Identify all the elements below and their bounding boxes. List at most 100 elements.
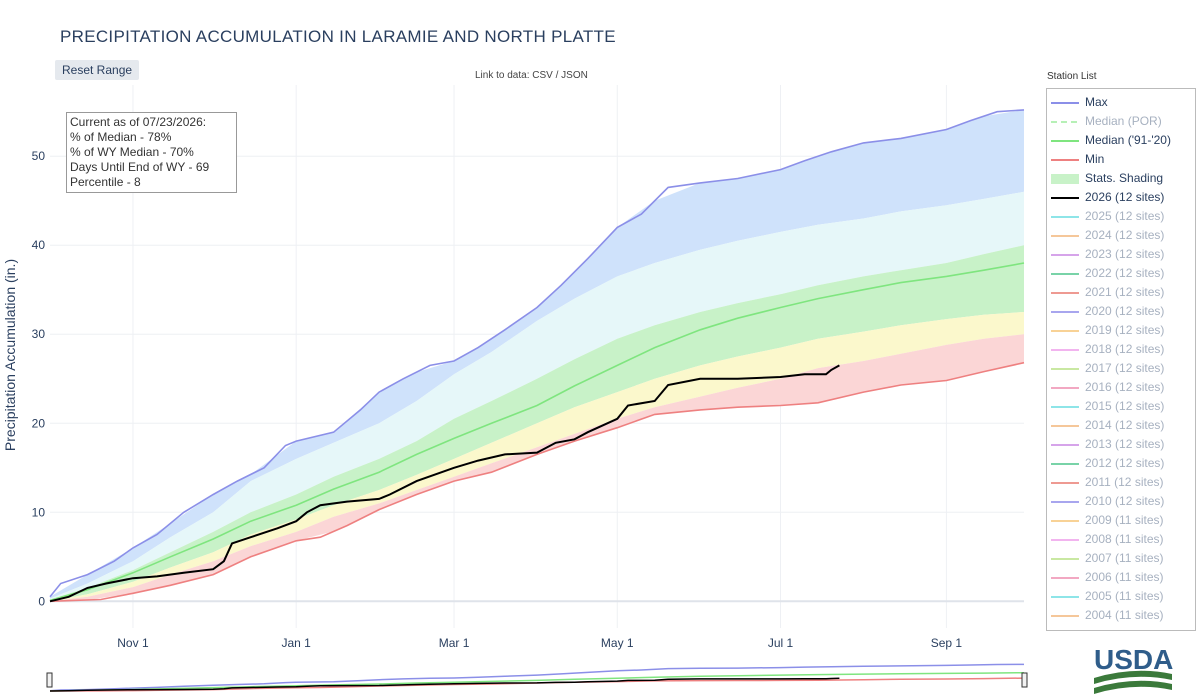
x-tick-label: Mar 1 — [439, 636, 470, 650]
legend-item[interactable]: 2019 (12 sites) — [1047, 321, 1195, 340]
line-layer — [49, 109, 1025, 603]
legend-swatch — [1051, 273, 1079, 275]
legend-label: 2017 (12 sites) — [1085, 361, 1165, 375]
legend-item[interactable]: Median (POR) — [1047, 112, 1195, 131]
legend-swatch — [1051, 463, 1079, 465]
y-tick-label: 0 — [38, 594, 45, 608]
series-line-min[interactable] — [49, 361, 1025, 603]
legend-label: Median ('91-'20) — [1085, 133, 1171, 147]
legend-label: 2010 (12 sites) — [1085, 494, 1165, 508]
legend-item[interactable]: 2005 (11 sites) — [1047, 587, 1195, 606]
legend-item[interactable]: 2017 (12 sites) — [1047, 359, 1195, 378]
legend-label: 2005 (11 sites) — [1085, 589, 1164, 603]
legend-swatch — [1051, 349, 1079, 351]
legend-label: 2022 (12 sites) — [1085, 266, 1165, 280]
station-list-title: Station List — [1047, 71, 1097, 82]
chart-title: PRECIPITATION ACCUMULATION IN LARAMIE AN… — [60, 27, 616, 46]
legend-swatch — [1051, 121, 1079, 123]
y-axis-label: Precipitation Accumulation (in.) — [2, 259, 18, 451]
stats-box: Current as of 07/23/2026: % of Median - … — [66, 112, 237, 193]
legend-item[interactable]: 2008 (11 sites) — [1047, 530, 1195, 549]
y-tick-label: 10 — [32, 505, 46, 519]
legend-label: 2014 (12 sites) — [1085, 418, 1165, 432]
legend-swatch — [1051, 292, 1079, 294]
range-slider-series — [49, 671, 1025, 692]
range-slider-handle-left[interactable] — [46, 672, 53, 688]
legend-item[interactable]: Stats. Shading — [1047, 169, 1195, 188]
legend-swatch — [1051, 520, 1079, 522]
y-tick-label: 20 — [32, 416, 46, 430]
legend-item[interactable]: 2009 (11 sites) — [1047, 511, 1195, 530]
legend-item[interactable]: 2018 (12 sites) — [1047, 340, 1195, 359]
legend-swatch — [1051, 311, 1079, 313]
station-legend: Max Median (POR) Median ('91-'20) Min Stats.… — [1046, 88, 1196, 631]
stats-current-date: Current as of 07/23/2026: — [70, 115, 207, 129]
legend-item[interactable]: 2020 (12 sites) — [1047, 302, 1195, 321]
x-tick-label: Nov 1 — [117, 636, 149, 650]
legend-label: 2016 (12 sites) — [1085, 380, 1165, 394]
legend-label: 2009 (11 sites) — [1085, 513, 1164, 527]
legend-item[interactable]: Max — [1047, 93, 1195, 112]
legend-label: 2019 (12 sites) — [1085, 323, 1165, 337]
legend-item[interactable]: Min — [1047, 150, 1195, 169]
legend-item[interactable]: 2010 (12 sites) — [1047, 492, 1195, 511]
legend-item[interactable]: 2021 (12 sites) — [1047, 283, 1195, 302]
legend-item[interactable]: 2026 (12 sites) — [1047, 188, 1195, 207]
band-layer — [50, 109, 1024, 602]
band-p70-to-p30 — [50, 245, 1024, 602]
legend-swatch — [1051, 539, 1079, 541]
axis-layer: Nov 1 Jan 1 Mar 1 May 1 Jul 1 Sep 1 0 10 20 30 40 5… — [32, 149, 963, 650]
legend-label: 2018 (12 sites) — [1085, 342, 1165, 356]
json-link[interactable]: JSON — [561, 70, 588, 81]
legend-label: 2015 (12 sites) — [1085, 399, 1165, 413]
legend-label: 2013 (12 sites) — [1085, 437, 1165, 451]
band-max-to-p90 — [50, 109, 1024, 599]
legend-item[interactable]: 2011 (12 sites) — [1047, 473, 1195, 492]
legend-swatch — [1051, 501, 1079, 503]
legend-label: 2007 (11 sites) — [1085, 551, 1164, 565]
legend-label: 2012 (12 sites) — [1085, 456, 1165, 470]
stats-days-until-end: Days Until End of WY - 69 — [70, 160, 210, 174]
legend-item[interactable]: 2023 (12 sites) — [1047, 245, 1195, 264]
legend-swatch — [1051, 444, 1079, 446]
legend-item[interactable]: 2024 (12 sites) — [1047, 226, 1195, 245]
range-slider-series — [49, 677, 840, 692]
y-tick-label: 30 — [32, 327, 46, 341]
range-slider-handle-right[interactable] — [1021, 672, 1028, 688]
legend-label: Stats. Shading — [1085, 171, 1164, 185]
legend-swatch — [1051, 406, 1079, 408]
y-tick-label: 40 — [32, 238, 46, 252]
legend-item[interactable]: 2006 (11 sites) — [1047, 568, 1195, 587]
legend-label: 2025 (12 sites) — [1085, 209, 1165, 223]
legend-item[interactable]: 2007 (11 sites) — [1047, 549, 1195, 568]
range-slider[interactable] — [46, 662, 1028, 693]
csv-link[interactable]: CSV — [532, 70, 553, 81]
series-line-2026-12-sites[interactable] — [49, 364, 840, 603]
legend-item[interactable]: 2013 (12 sites) — [1047, 435, 1195, 454]
reset-range-button[interactable]: Reset Range — [55, 60, 140, 80]
data-link-separator: / — [555, 70, 559, 81]
legend-item[interactable]: 2022 (12 sites) — [1047, 264, 1195, 283]
legend-item[interactable]: 2004 (11 sites) — [1047, 606, 1195, 625]
series-line-max[interactable] — [49, 109, 1025, 598]
legend-swatch — [1051, 235, 1079, 237]
legend-item[interactable]: Median ('91-'20) — [1047, 131, 1195, 150]
legend-swatch — [1051, 615, 1079, 617]
band-p10-to-min — [50, 334, 1024, 602]
legend-item[interactable]: 2012 (12 sites) — [1047, 454, 1195, 473]
legend-label: Median (POR) — [1085, 114, 1162, 128]
legend-item[interactable]: 2016 (12 sites) — [1047, 378, 1195, 397]
x-tick-label: Jan 1 — [281, 636, 311, 650]
legend-label: 2006 (11 sites) — [1085, 570, 1164, 584]
legend-item[interactable]: 2025 (12 sites) — [1047, 207, 1195, 226]
legend-label: 2024 (12 sites) — [1085, 228, 1165, 242]
legend-label: 2023 (12 sites) — [1085, 247, 1165, 261]
usda-logo-swoosh — [1094, 670, 1172, 684]
legend-item[interactable]: 2015 (12 sites) — [1047, 397, 1195, 416]
legend-swatch — [1051, 577, 1079, 579]
legend-item[interactable]: 2014 (12 sites) — [1047, 416, 1195, 435]
legend-swatch — [1051, 140, 1079, 142]
data-link-prefix: Link to data: — [475, 70, 530, 81]
series-line-median-91-20[interactable] — [49, 262, 1025, 602]
